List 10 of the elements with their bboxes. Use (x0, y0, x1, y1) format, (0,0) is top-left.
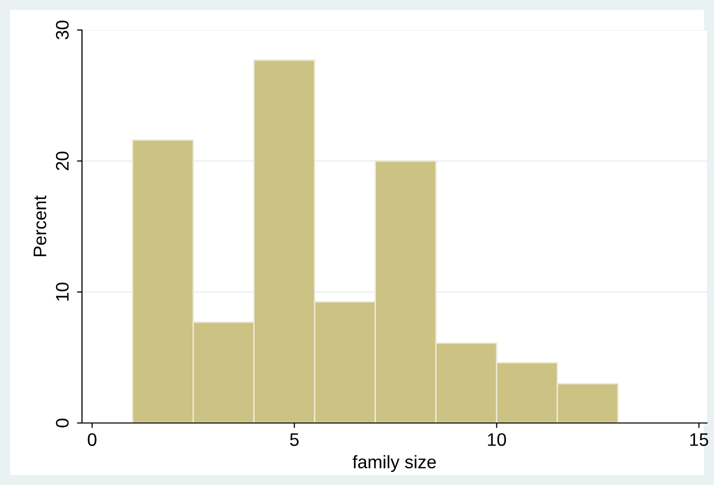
y-axis-title: Percent (34, 196, 46, 256)
y-tick-label: 30 (56, 20, 69, 40)
x-tick-label: 15 (690, 433, 708, 446)
x-tick-label: 10 (488, 433, 506, 446)
y-tick-label: 10 (56, 282, 69, 301)
x-tick-label: 0 (88, 433, 96, 446)
x-tick-label: 5 (290, 433, 299, 446)
x-axis-title: family size (352, 455, 436, 472)
y-tick-label: 20 (56, 152, 69, 170)
y-tick-label: 0 (56, 418, 69, 428)
